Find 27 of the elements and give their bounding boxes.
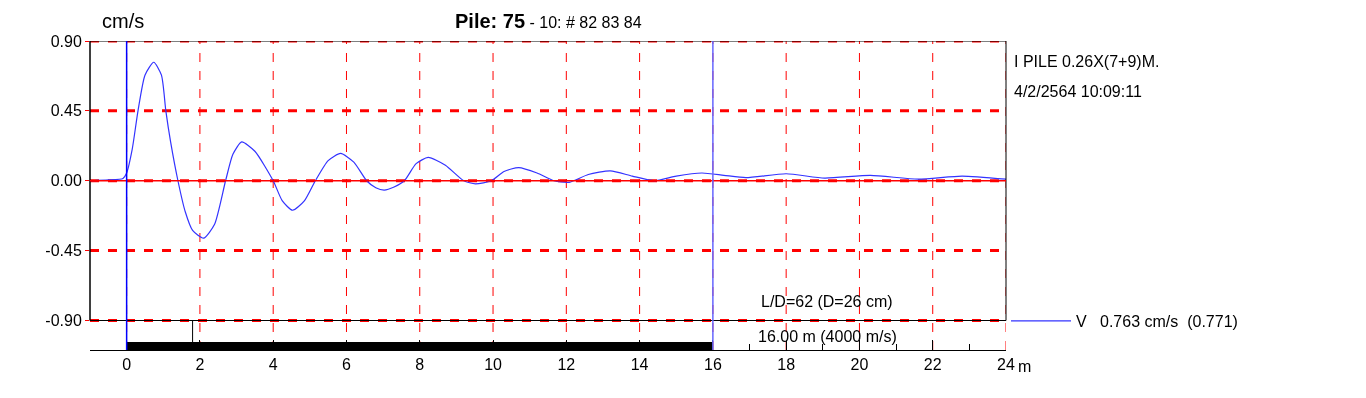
x-tick-label: 20 [850, 356, 869, 374]
x-tick-label: 22 [923, 356, 942, 374]
annotation: 16.00 m (4000 m/s) [758, 328, 897, 345]
chart-subtitle: - 10: # 82 83 84 [529, 14, 642, 31]
y-axis-title: cm/s [102, 10, 145, 32]
x-tick-label: 10 [484, 356, 503, 374]
y-tick-label: -0.90 [45, 312, 82, 330]
y-tick-label: 0.90 [50, 32, 82, 50]
annotation: L/D=62 (D=26 cm) [761, 293, 893, 310]
x-tick-label: 8 [415, 356, 425, 374]
x-tick-label: 14 [630, 356, 649, 374]
y-tick-label: 0.45 [50, 102, 82, 120]
y-tick-label: 0.00 [50, 172, 82, 190]
x-tick-label: 0 [122, 356, 132, 374]
x-axis-title: m [1018, 358, 1032, 375]
x-tick-label: 24 [997, 356, 1015, 374]
legend-label: V 0.763 cm/s (0.771) [1076, 313, 1238, 331]
x-tick-label: 2 [195, 356, 205, 374]
text: 4/2/2564 10:09:11 [1014, 83, 1142, 100]
text: I PILE 0.26X(7+9)M. [1014, 53, 1160, 70]
x-tick-label: 6 [342, 356, 352, 374]
x-tick-label: 16 [703, 356, 722, 374]
x-tick-label: 4 [268, 356, 278, 374]
x-tick-label: 12 [557, 356, 576, 374]
x-tick-label: 18 [777, 356, 796, 374]
y-tick-label: -0.45 [45, 242, 82, 260]
chart-title: Pile: 75 [455, 10, 526, 32]
